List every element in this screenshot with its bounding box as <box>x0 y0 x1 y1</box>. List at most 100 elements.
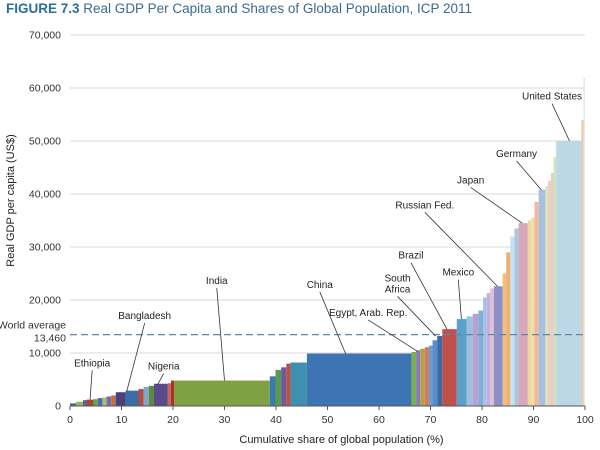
annotation-label: South Africa <box>384 273 410 295</box>
bar <box>420 348 425 406</box>
y-tick-label: 50,000 <box>29 136 61 148</box>
y-tick-label: 0 <box>55 401 61 413</box>
x-tick-label: 50 <box>322 414 334 426</box>
x-tick-label: 40 <box>270 414 282 426</box>
bar <box>583 77 585 407</box>
figure-title: FIGURE 7.3 Real GDP Per Capita and Share… <box>6 1 472 16</box>
bar <box>290 362 307 406</box>
annotation-line: Africa <box>385 284 411 295</box>
bar <box>466 316 473 406</box>
bar <box>286 363 291 406</box>
x-tick-label: 60 <box>373 414 385 426</box>
bar <box>493 286 503 406</box>
figure-title-text: Real GDP Per Capita and Shares of Global… <box>83 1 473 16</box>
bar <box>143 386 149 406</box>
annotation-line: Mexico <box>442 268 474 279</box>
bar <box>111 395 116 406</box>
bar <box>514 228 519 406</box>
bar <box>490 288 494 406</box>
bar <box>82 400 87 406</box>
y-tick-label: 10,000 <box>29 348 61 360</box>
annotation-line: Nigeria <box>148 361 180 372</box>
annotation-line: Egypt, Arab. Rep. <box>329 308 407 319</box>
bar <box>269 376 276 406</box>
annotation-line: Bangladesh <box>118 311 171 322</box>
bar <box>486 293 491 406</box>
bar <box>432 340 438 406</box>
annotation-label: Bangladesh <box>118 311 171 322</box>
annotation-label: Mexico <box>442 268 474 279</box>
bar <box>545 186 548 406</box>
annotation-line: United States <box>522 92 582 103</box>
x-tick-label: 70 <box>425 414 437 426</box>
bar <box>153 383 168 406</box>
annotation-leader-line <box>516 160 542 191</box>
bar <box>76 401 83 406</box>
x-tick-label: 100 <box>576 414 594 426</box>
annotations: Ethiopia Bangladesh Nigeria India China Egypt… <box>74 92 582 400</box>
annotation-line: Germany <box>496 149 537 160</box>
annotation-leader-line <box>551 103 570 142</box>
bar <box>167 383 171 406</box>
bar <box>553 156 557 406</box>
bar <box>510 236 515 406</box>
bar <box>483 297 487 406</box>
bar <box>138 389 144 406</box>
annotation-leader-line <box>126 322 146 392</box>
x-tick-label: 30 <box>219 414 231 426</box>
x-tick-label: 10 <box>116 414 128 426</box>
bar <box>106 396 112 406</box>
x-tick-label: 0 <box>67 414 73 426</box>
world-average-value: 13,460 <box>34 333 66 345</box>
bar <box>518 223 528 406</box>
world-average-label: World average <box>0 320 66 332</box>
bars <box>70 77 585 407</box>
x-tick-label: 20 <box>167 414 179 426</box>
annotation-leader-line <box>397 296 436 337</box>
x-axis-title: Cumulative share of global population (%… <box>239 434 443 446</box>
bar <box>581 119 584 407</box>
bar <box>281 367 287 406</box>
bar <box>428 345 433 406</box>
annotation-label: China <box>307 280 334 291</box>
annotation-label: United States <box>522 92 582 103</box>
bar <box>502 273 507 406</box>
bar <box>306 353 412 406</box>
annotation-leader-line <box>157 373 165 385</box>
bar <box>115 392 126 406</box>
bar <box>534 201 539 406</box>
bar <box>437 336 443 406</box>
x-tick-label: 90 <box>528 414 540 426</box>
bar <box>148 385 154 406</box>
y-tick-label: 70,000 <box>29 30 61 42</box>
y-tick-label: 60,000 <box>29 83 61 95</box>
y-tick-label: 30,000 <box>29 242 61 254</box>
bar <box>424 347 429 406</box>
annotation-label: Japan <box>457 175 484 186</box>
bar <box>125 390 139 406</box>
annotation-line: India <box>206 276 228 287</box>
bar <box>538 189 546 406</box>
annotation-leader-line <box>216 288 225 381</box>
annotation-line: Japan <box>457 175 484 186</box>
bar <box>472 313 479 406</box>
y-tick-label: 20,000 <box>29 295 61 307</box>
bar <box>416 350 421 406</box>
bar <box>174 380 270 406</box>
y-axis-title: Real GDP per capita (US$) <box>5 134 17 266</box>
bar <box>506 252 511 406</box>
bar <box>527 220 531 406</box>
annotation-line: South <box>384 273 410 284</box>
annotation-leader-line <box>367 319 418 352</box>
bar <box>275 369 282 406</box>
annotation-label: Egypt, Arab. Rep. <box>329 308 407 319</box>
annotation-label: India <box>206 276 228 287</box>
bar <box>102 397 107 406</box>
x-tick-label: 80 <box>476 414 488 426</box>
annotation-label: Germany <box>496 149 537 160</box>
annotation-leader-line <box>457 279 462 320</box>
bar <box>530 217 535 406</box>
annotation-line: Ethiopia <box>74 358 111 369</box>
annotation-line: China <box>307 280 334 291</box>
